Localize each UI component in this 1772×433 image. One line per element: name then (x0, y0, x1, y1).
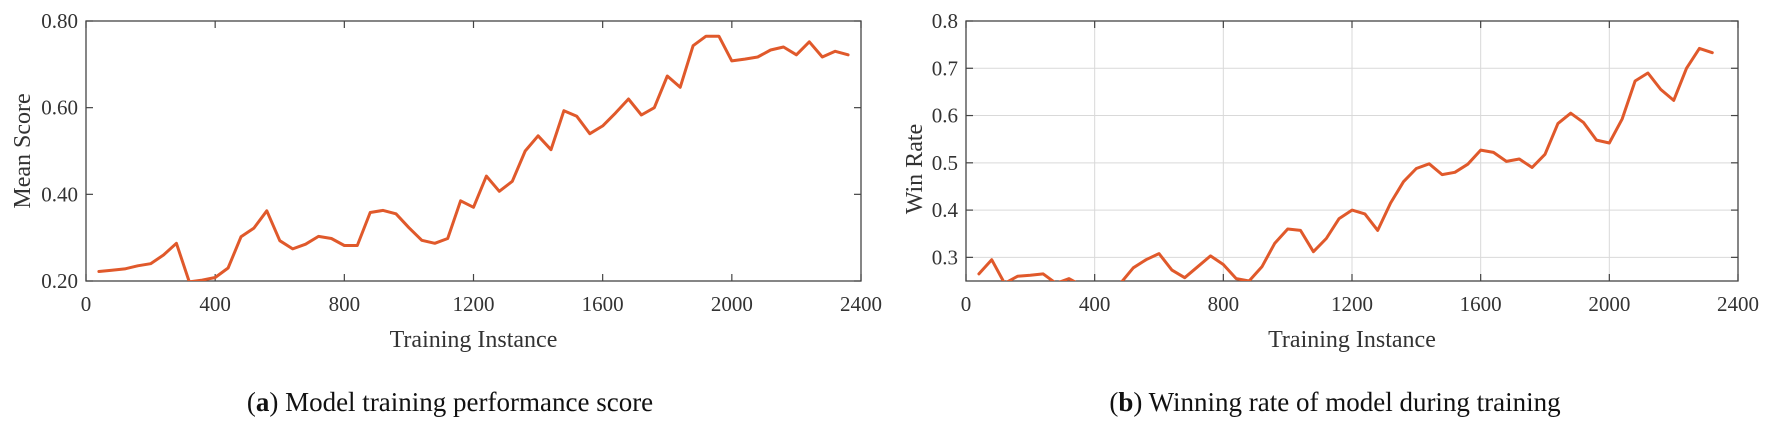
y-tick-label: 0.8 (932, 9, 958, 33)
x-tick-label: 2000 (711, 292, 753, 316)
x-tick-label: 2000 (1588, 292, 1630, 316)
y-tick-label: 0.4 (932, 198, 959, 222)
x-tick-label: 400 (199, 292, 231, 316)
x-tick-label: 800 (1208, 292, 1240, 316)
x-tick-label: 800 (329, 292, 361, 316)
y-axis-label-a: Mean Score (10, 93, 36, 208)
chart-a: 0 400 800 1200 1600 2000 24000.200.400.600.80 … (10, 9, 882, 417)
series-line (97, 34, 850, 281)
y-tick-label: 0.20 (41, 269, 78, 293)
series-line (977, 46, 1714, 281)
x-tick-label: 400 (1079, 292, 1111, 316)
y-tick-label: 0.80 (41, 9, 78, 33)
y-axis-label-b: Win Rate (902, 124, 928, 214)
y-tick-label: 0.7 (932, 56, 958, 80)
caption-b: (b) Winning rate of model during trainin… (1109, 387, 1560, 417)
x-tick-label: 2400 (1717, 292, 1759, 316)
y-tick-label: 0.60 (41, 96, 78, 120)
y-tick-label: 0.5 (932, 151, 958, 175)
x-axis-label-b: Training Instance (1268, 327, 1436, 353)
chart-b: 0 400 800 1200 1600 2000 2400 0.3 0.4 0.5 0.6 0.7 0.… (902, 9, 1759, 417)
x-tick-label: 0 (81, 292, 92, 316)
caption-a: (a) Model training performance score (247, 387, 653, 417)
y-tick-label: 0.3 (932, 245, 958, 269)
x-tick-label: 2400 (840, 292, 882, 316)
x-axis-label-a: Training Instance (390, 327, 558, 353)
y-tick-label: 0.40 (41, 182, 78, 206)
x-tick-label: 1200 (453, 292, 495, 316)
x-tick-label: 1600 (1460, 292, 1502, 316)
x-tick-label: 1600 (582, 292, 624, 316)
y-tick-label: 0.6 (932, 104, 958, 128)
x-tick-label: 1200 (1331, 292, 1373, 316)
x-tick-label: 0 (961, 292, 972, 316)
